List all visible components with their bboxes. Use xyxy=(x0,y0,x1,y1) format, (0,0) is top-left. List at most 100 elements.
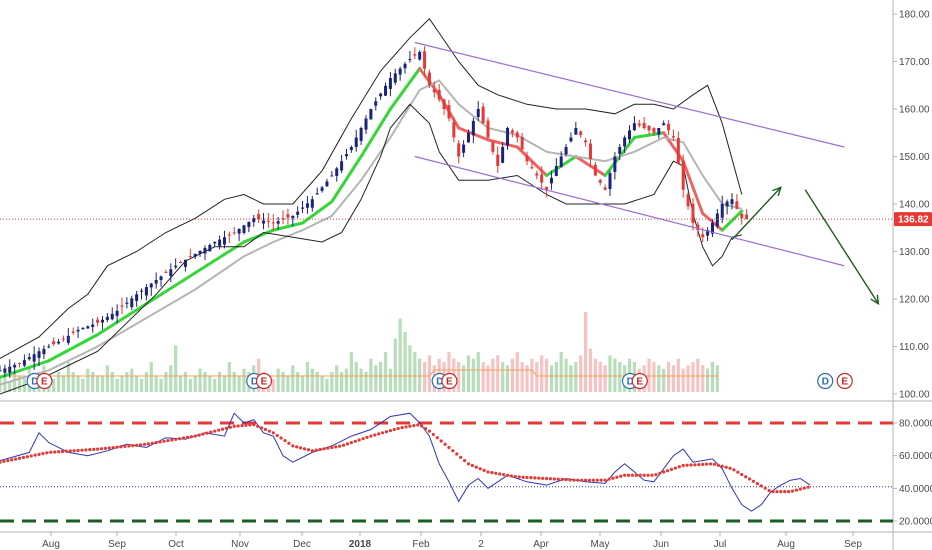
candle-body xyxy=(652,127,656,133)
candle-body xyxy=(320,187,324,191)
ema-short-segment xyxy=(301,200,334,225)
candle-body xyxy=(301,207,305,209)
candle-body xyxy=(144,287,148,296)
candle-body xyxy=(676,138,680,164)
volume-bar xyxy=(276,368,280,392)
rsi-average-dot xyxy=(513,474,517,479)
volume-bar xyxy=(696,358,700,392)
ema-short-segment xyxy=(96,302,148,337)
volume-bar xyxy=(403,332,407,392)
channel-lower-line[interactable] xyxy=(414,155,845,267)
volume-bar xyxy=(466,355,471,392)
volume-bar xyxy=(413,352,417,392)
candle-body xyxy=(486,120,490,138)
earnings-marker[interactable] xyxy=(255,372,273,390)
time-tick-label: 2 xyxy=(478,539,484,550)
volume-bar xyxy=(286,375,290,392)
rsi-average-dot xyxy=(486,470,490,474)
candle-body xyxy=(296,211,300,215)
forecast-arrow-head[interactable] xyxy=(772,186,782,197)
rsi-average-dot xyxy=(56,450,61,454)
candle-body xyxy=(203,247,207,254)
oscillator-axis[interactable]: 20.0000 40.0000 60.0000 80.0000 xyxy=(893,419,932,528)
candle-body xyxy=(42,348,46,355)
forecast-arrows[interactable] xyxy=(731,186,880,306)
candle-body xyxy=(169,269,173,277)
candle-body xyxy=(452,122,456,138)
volume-bar xyxy=(203,372,207,392)
rsi-average-dot xyxy=(626,473,631,477)
volume-bar xyxy=(691,362,695,392)
candle-body xyxy=(105,316,109,320)
trend-channel[interactable] xyxy=(414,41,845,267)
ema-short-segment xyxy=(144,271,197,306)
candle-body xyxy=(515,132,519,138)
forecast-arrow-shaft[interactable] xyxy=(731,186,782,241)
rsi-average-dot xyxy=(14,457,18,461)
dividend-marker[interactable] xyxy=(817,372,834,390)
volume-bar xyxy=(647,358,651,392)
volume-bar xyxy=(559,352,563,392)
earnings-marker[interactable] xyxy=(441,372,458,390)
rsi-average-dot xyxy=(181,436,186,440)
candle-body xyxy=(252,218,256,223)
candle-body xyxy=(637,123,641,126)
oscillator-tick-label: 20.0000 xyxy=(899,517,932,528)
volume-bar xyxy=(491,358,495,392)
volume-bar xyxy=(618,362,622,392)
earnings-marker[interactable] xyxy=(36,372,53,390)
time-axis[interactable]: Aug Sep Oct Nov Dec 2018 Feb 2 Apr May Jun Jul Aug Se… xyxy=(42,532,862,550)
candle-body xyxy=(281,218,285,220)
volume-bar xyxy=(335,365,339,392)
event-marker-label: E xyxy=(261,377,268,388)
volume-bar xyxy=(66,362,70,392)
earnings-marker[interactable] xyxy=(631,372,648,390)
rsi-average-dot xyxy=(150,441,154,445)
earnings-marker[interactable] xyxy=(836,372,853,390)
rsi-average-dot xyxy=(349,441,353,445)
candle-body xyxy=(179,261,183,263)
event-marker-label: D xyxy=(251,377,258,388)
ema-short-segment xyxy=(330,155,363,204)
rsi-average-dot xyxy=(747,477,752,481)
volume-bar xyxy=(159,378,163,392)
candle-body xyxy=(579,131,583,136)
candle-body xyxy=(657,128,661,135)
volume-bar xyxy=(120,375,124,392)
price-axis[interactable]: 100.00 110.00 120.00 130.00 140.00 150.00 160.… xyxy=(893,10,930,401)
rsi-average-dot xyxy=(64,449,68,453)
candle-body xyxy=(588,143,592,159)
rsi-average-dot xyxy=(341,443,346,447)
candle-body xyxy=(564,147,568,155)
volume-bar xyxy=(330,372,334,392)
rsi-average-dot xyxy=(68,449,72,453)
rsi-average-dot xyxy=(318,447,322,452)
candle-body xyxy=(393,73,397,83)
channel-upper-line[interactable] xyxy=(414,41,845,148)
rsi-average-dot xyxy=(630,473,635,477)
volume-bar xyxy=(715,365,719,392)
rsi-average-dot xyxy=(806,485,810,489)
event-marker-label: E xyxy=(636,377,643,388)
rsi-average-dot xyxy=(541,476,545,480)
rsi-average-dot xyxy=(220,427,225,431)
rsi-average-dot xyxy=(53,450,57,454)
forecast-arrow-shaft[interactable] xyxy=(804,189,879,305)
rsi-average-dot xyxy=(142,442,147,447)
candle-body xyxy=(100,319,104,323)
candle-body xyxy=(628,130,632,140)
forecast-arrow-head[interactable] xyxy=(870,294,880,306)
rsi-average-dot xyxy=(41,451,45,456)
candle-body xyxy=(110,313,114,320)
rsi-average-dot xyxy=(478,467,482,471)
event-marker-label: D xyxy=(822,377,829,388)
candle-body xyxy=(667,123,671,131)
rsi-average-dot xyxy=(236,424,240,428)
rsi-average-dot xyxy=(138,443,143,447)
candle-body xyxy=(8,366,12,373)
rsi-average-dot xyxy=(787,490,791,494)
rsi-average-dot xyxy=(189,435,193,439)
rsi-average-dot xyxy=(587,478,592,482)
